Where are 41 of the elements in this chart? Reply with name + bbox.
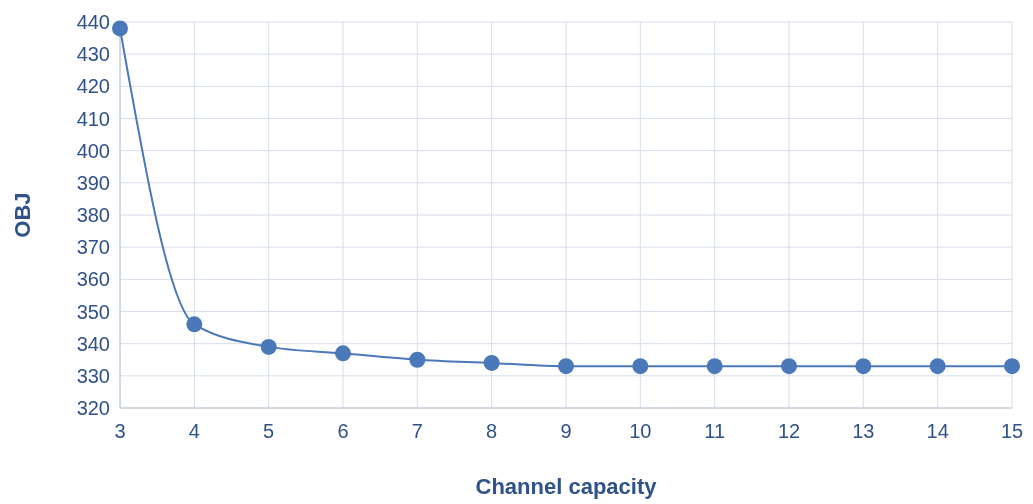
y-tick-label: 320 bbox=[76, 397, 110, 419]
x-tick-label: 6 bbox=[337, 420, 349, 442]
y-tick-label: 410 bbox=[76, 107, 110, 130]
x-tick-label: 4 bbox=[188, 420, 200, 442]
x-tick-label: 3 bbox=[114, 420, 126, 442]
point bbox=[1004, 358, 1020, 375]
y-tick-label: 350 bbox=[76, 300, 110, 323]
y-tick-label: 420 bbox=[76, 75, 110, 98]
x-tick-label: 11 bbox=[704, 420, 726, 442]
point bbox=[632, 358, 649, 375]
y-tick-label: 400 bbox=[76, 139, 110, 162]
x-tick-label: 5 bbox=[263, 420, 275, 442]
y-tick-label: 440 bbox=[76, 11, 110, 33]
point bbox=[706, 358, 723, 375]
point bbox=[483, 354, 500, 371]
x-axis-title: Channel capacity bbox=[475, 474, 658, 499]
point bbox=[929, 358, 946, 375]
point bbox=[186, 316, 203, 333]
y-tick-label: 340 bbox=[76, 332, 110, 355]
y-tick-label: 380 bbox=[76, 204, 110, 226]
y-tick-label: 330 bbox=[76, 364, 110, 387]
point bbox=[558, 358, 574, 375]
x-tick-label: 12 bbox=[777, 420, 801, 442]
x-tick-label: 13 bbox=[852, 420, 875, 442]
point bbox=[409, 351, 426, 368]
point bbox=[781, 358, 797, 375]
x-tick-label: 7 bbox=[411, 420, 423, 442]
y-tick-label: 430 bbox=[76, 43, 110, 66]
point bbox=[335, 345, 351, 362]
x-tick-label: 8 bbox=[486, 420, 498, 442]
x-tick-label: 14 bbox=[926, 420, 949, 442]
y-axis-title: OBJ bbox=[10, 192, 35, 238]
point bbox=[855, 358, 872, 375]
x-tick-label: 10 bbox=[629, 420, 652, 442]
y-tick-label: 360 bbox=[76, 268, 110, 291]
x-tick-label: 9 bbox=[560, 420, 572, 442]
y-tick-label: 370 bbox=[76, 236, 110, 259]
x-tick-label: 15 bbox=[1000, 420, 1024, 442]
point bbox=[112, 20, 128, 37]
y-tick-label: 390 bbox=[76, 171, 110, 194]
point bbox=[260, 338, 277, 355]
